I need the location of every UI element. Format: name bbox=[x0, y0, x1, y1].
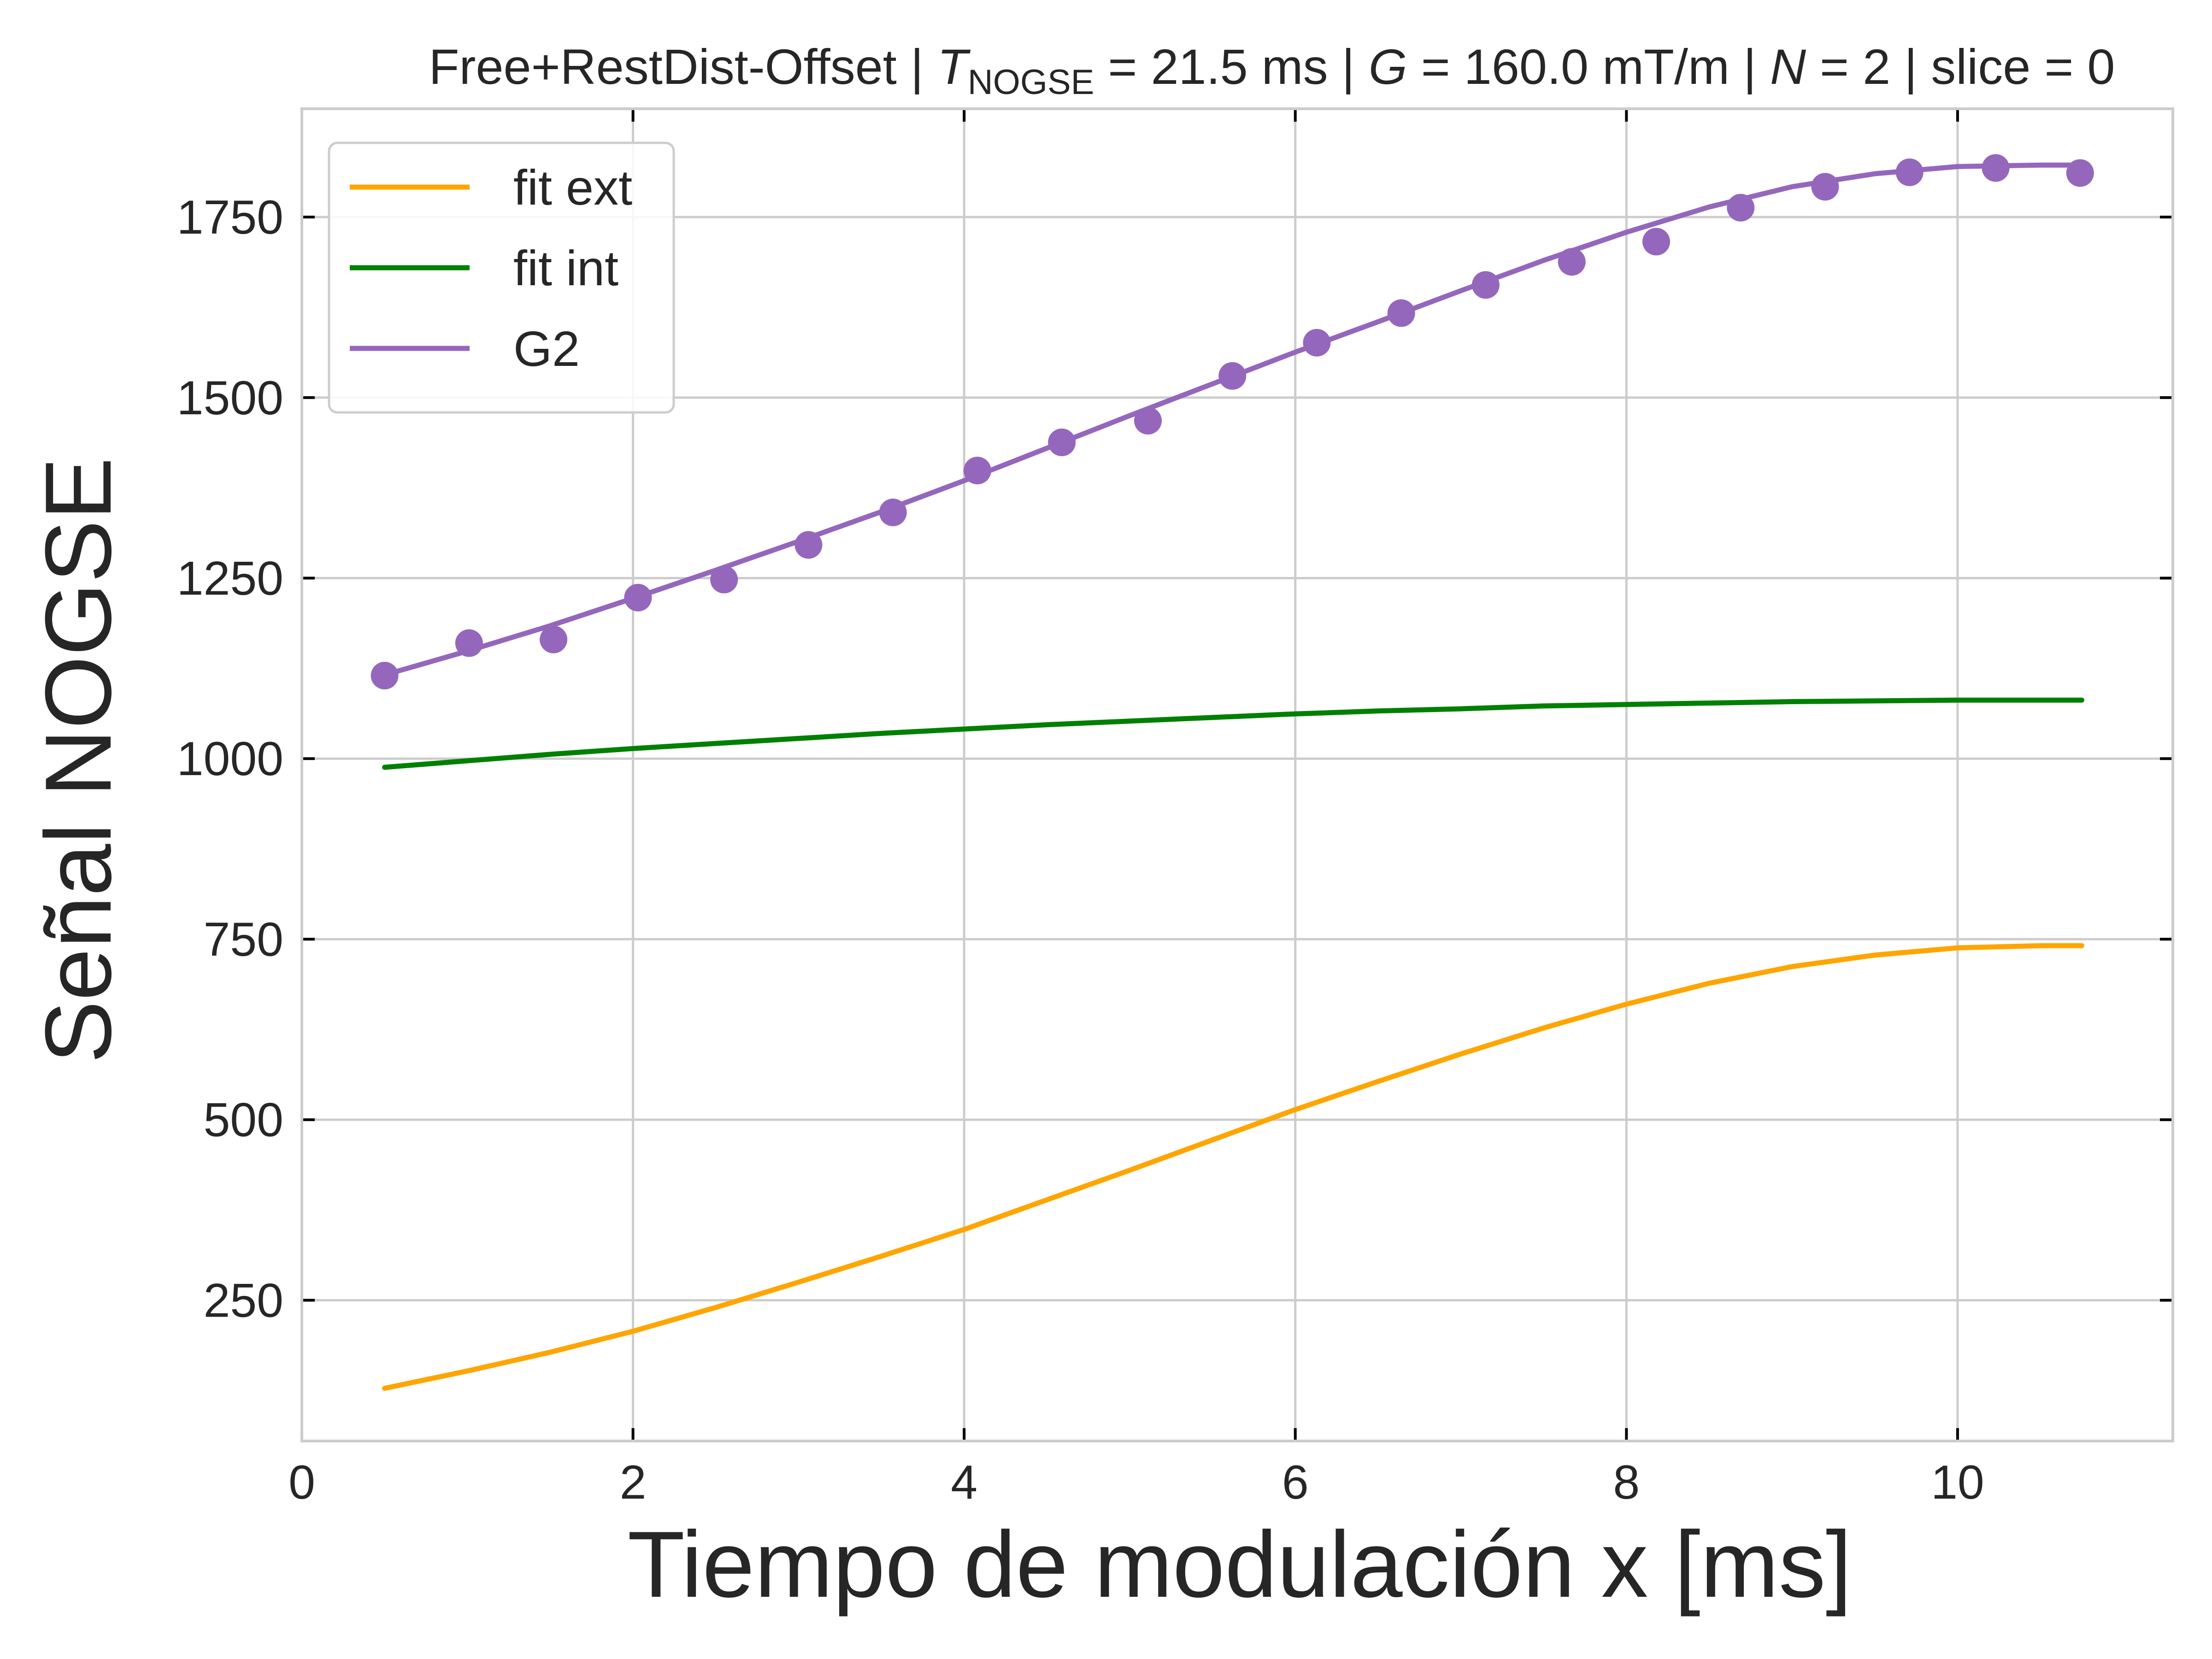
x-axis-label: Tiempo de modulación x [ms] bbox=[628, 1512, 1852, 1617]
legend: fit ext fit int G2 bbox=[328, 141, 675, 414]
y-axis-label: Señal NOGSE bbox=[26, 457, 131, 1063]
data-point-g2 bbox=[371, 662, 399, 690]
data-point-g2 bbox=[710, 565, 738, 594]
y-tick-label: 1500 bbox=[177, 371, 283, 425]
data-point-g2 bbox=[1982, 154, 2010, 182]
legend-label-fit-ext: fit ext bbox=[513, 159, 632, 215]
data-point-g2 bbox=[963, 457, 991, 485]
y-tick-label: 1000 bbox=[177, 732, 283, 786]
data-point-g2 bbox=[1048, 428, 1076, 456]
x-tick-label: 8 bbox=[1613, 1456, 1640, 1509]
ticks: 0 2 4 6 8 10 250 500 750 1000 1250 1500 1750 bbox=[177, 109, 2173, 1509]
data-point-g2 bbox=[1727, 194, 1755, 222]
data-point-g2 bbox=[1387, 299, 1415, 327]
y-tick-label: 500 bbox=[203, 1094, 283, 1147]
plot-title: Free+RestDist-Offset | TNOGSE = 21.5 ms … bbox=[429, 39, 2115, 102]
y-tick-label: 1750 bbox=[177, 191, 283, 244]
series bbox=[371, 154, 2094, 1391]
x-tick-label: 0 bbox=[288, 1456, 315, 1509]
data-point-g2 bbox=[1642, 228, 1671, 256]
series-line-fit-ext bbox=[382, 943, 2084, 1391]
data-point-g2 bbox=[1895, 158, 1924, 186]
grid bbox=[302, 109, 2173, 1441]
y-tick-label: 250 bbox=[203, 1274, 283, 1327]
data-point-g2 bbox=[794, 531, 823, 559]
legend-label-g2: G2 bbox=[513, 321, 580, 377]
data-point-g2 bbox=[1134, 406, 1162, 435]
data-point-g2 bbox=[1303, 329, 1331, 357]
data-point-g2 bbox=[455, 629, 483, 657]
legend-label-fit-int: fit int bbox=[513, 240, 618, 296]
data-point-g2 bbox=[624, 583, 652, 612]
x-tick-label: 10 bbox=[1931, 1456, 1984, 1509]
legend-box bbox=[328, 141, 675, 414]
y-tick-label: 750 bbox=[203, 913, 283, 966]
data-point-g2 bbox=[1811, 173, 1839, 201]
x-tick-label: 6 bbox=[1282, 1456, 1309, 1509]
series-line-fit-int bbox=[382, 697, 2084, 770]
data-point-g2 bbox=[540, 625, 568, 653]
x-tick-label: 4 bbox=[951, 1456, 977, 1509]
data-point-g2 bbox=[1218, 362, 1247, 390]
data-point-g2 bbox=[2066, 159, 2094, 187]
data-point-g2 bbox=[1471, 271, 1500, 299]
data-point-g2 bbox=[879, 498, 907, 526]
x-tick-label: 2 bbox=[620, 1456, 647, 1509]
data-point-g2 bbox=[1558, 248, 1586, 276]
plot-area-frame bbox=[300, 107, 2174, 1442]
y-tick-label: 1250 bbox=[177, 552, 283, 606]
